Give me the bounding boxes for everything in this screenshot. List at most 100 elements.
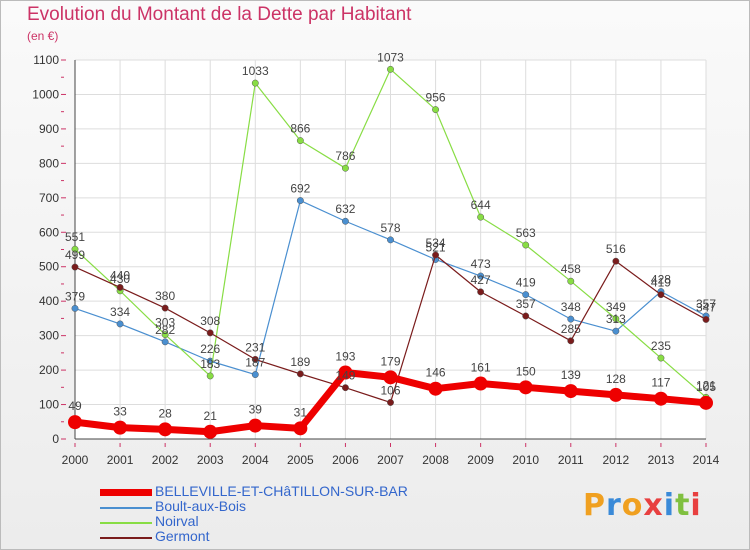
data-label: 866 — [290, 122, 310, 136]
series-point-2 — [387, 65, 394, 73]
series-point-3 — [116, 283, 124, 291]
legend-label: BELLEVILLE-ET-CHâTILLON-SUR-BAR — [155, 483, 408, 499]
data-label: 313 — [606, 312, 626, 326]
data-label: 121 — [696, 378, 716, 392]
data-label: 128 — [606, 372, 626, 386]
chart-subtitle: (en €) — [27, 29, 59, 43]
series-point-1 — [477, 272, 485, 280]
series-point-3 — [567, 337, 575, 345]
data-label: 106 — [380, 383, 400, 397]
series-point-0 — [293, 421, 308, 436]
data-label: 357 — [516, 297, 536, 311]
series-point-2 — [477, 213, 485, 221]
y-tick-label: 400 — [39, 294, 59, 308]
series-point-1 — [161, 338, 169, 346]
x-tick-label: 2005 — [287, 453, 314, 467]
data-label: 499 — [65, 248, 85, 262]
data-label: 308 — [200, 314, 220, 328]
series-point-2 — [251, 79, 259, 87]
data-label: 282 — [155, 323, 175, 337]
data-label: 161 — [471, 361, 491, 375]
series-point-0 — [203, 424, 218, 439]
x-tick-label: 2006 — [332, 453, 359, 467]
y-tick-label: 900 — [39, 122, 59, 136]
x-tick-label: 2010 — [512, 453, 539, 467]
y-tick-label: 1000 — [32, 87, 59, 101]
series-point-3 — [702, 315, 710, 323]
data-label: 534 — [426, 236, 446, 250]
data-label: 303 — [155, 316, 175, 330]
series-point-2 — [161, 331, 169, 339]
data-label: 458 — [561, 262, 581, 276]
logo-letter: i — [663, 488, 676, 523]
x-tick-label: 2001 — [107, 453, 134, 467]
data-label: 183 — [200, 357, 220, 371]
data-label: 226 — [200, 342, 220, 356]
data-label: 563 — [516, 226, 536, 240]
series-point-1 — [612, 327, 620, 335]
series-point-0 — [383, 370, 398, 385]
data-label: 644 — [471, 198, 491, 212]
y-tick-label: 0 — [52, 432, 59, 446]
x-tick-label: 2013 — [648, 453, 675, 467]
data-label: 357 — [696, 297, 716, 311]
data-label: 428 — [651, 273, 671, 287]
y-tick-label: 200 — [39, 363, 59, 377]
logo-letter: r — [606, 488, 622, 523]
x-tick-label: 2000 — [62, 453, 89, 467]
x-tick-label: 2002 — [152, 453, 179, 467]
data-label: 349 — [606, 300, 626, 314]
legend-label: Boult-aux-Bois — [155, 498, 247, 514]
data-label: 347 — [696, 300, 716, 314]
data-label: 516 — [606, 242, 626, 256]
logo-letter: x — [643, 488, 664, 523]
data-label: 334 — [110, 305, 130, 319]
series-point-1 — [71, 304, 79, 312]
data-label: 21 — [204, 409, 218, 423]
data-label: 39 — [249, 403, 263, 417]
data-label: 28 — [158, 406, 172, 420]
legend-label: Germont — [155, 528, 210, 544]
series-point-1 — [296, 197, 304, 205]
y-tick-label: 600 — [39, 225, 59, 239]
y-tick-label: 100 — [39, 398, 59, 412]
y-tick-label: 300 — [39, 329, 59, 343]
data-label: 380 — [155, 289, 175, 303]
data-label: 578 — [380, 221, 400, 235]
data-label: 189 — [290, 355, 310, 369]
series-point-0 — [68, 415, 82, 430]
data-label: 49 — [68, 399, 82, 413]
data-label: 193 — [335, 350, 355, 364]
series-point-2 — [341, 164, 349, 172]
series-point-3 — [206, 329, 214, 337]
series-point-0 — [248, 418, 263, 433]
data-label: 235 — [651, 339, 671, 353]
series-point-2 — [71, 245, 79, 253]
data-label: 379 — [65, 289, 85, 303]
series-point-3 — [161, 304, 169, 312]
series-point-0 — [653, 391, 668, 406]
series-point-0 — [338, 365, 353, 380]
data-label: 187 — [245, 356, 265, 370]
legend-swatch — [100, 489, 152, 496]
data-label: 521 — [426, 240, 446, 254]
data-label: 956 — [426, 91, 446, 105]
y-tick-label: 700 — [39, 191, 59, 205]
series-point-1 — [522, 291, 530, 299]
series-point-0 — [699, 395, 713, 410]
data-label: 692 — [290, 182, 310, 196]
series-point-0 — [428, 381, 443, 396]
data-label: 440 — [110, 268, 130, 282]
series-point-0 — [518, 380, 533, 395]
series-point-3 — [296, 370, 304, 378]
series-point-3 — [341, 384, 349, 392]
x-tick-label: 2008 — [422, 453, 449, 467]
legend-label: Noirval — [155, 513, 199, 529]
proxiti-logo: Proxiti — [583, 488, 702, 523]
legend-swatch — [100, 507, 152, 509]
series-point-2 — [522, 241, 530, 249]
series-point-0 — [158, 422, 173, 437]
logo-letter: o — [621, 488, 644, 523]
series-point-0 — [473, 376, 488, 391]
